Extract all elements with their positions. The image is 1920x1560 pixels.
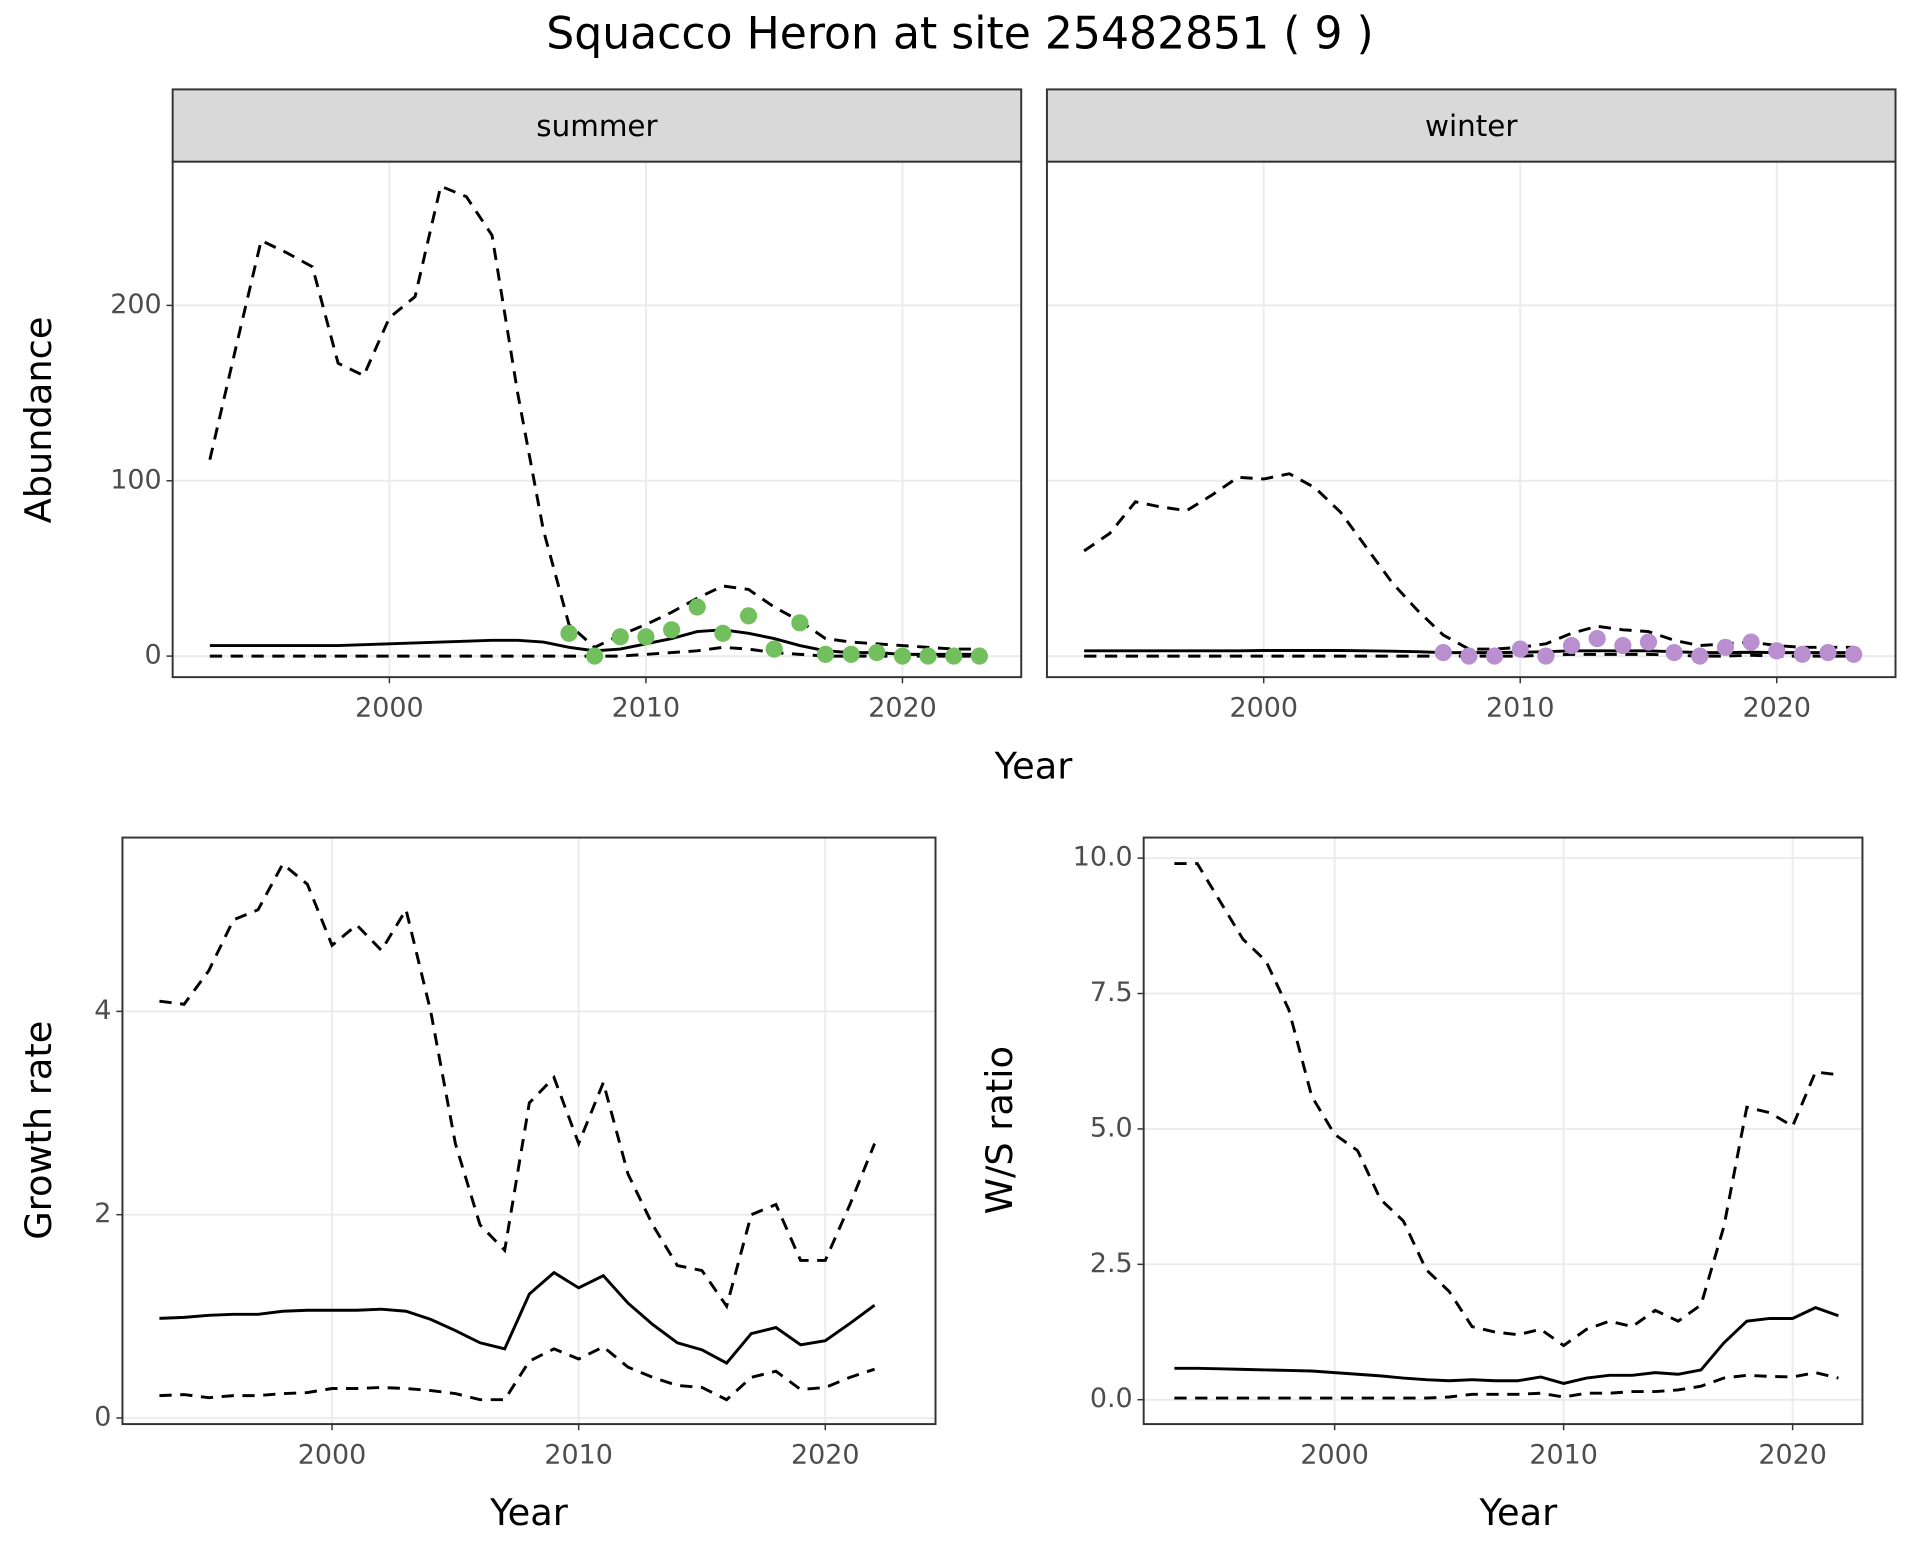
data-point xyxy=(560,624,578,642)
x-tick-label: 2010 xyxy=(1529,1439,1598,1470)
y-axis-label: W/S ratio xyxy=(978,1046,1021,1214)
x-tick-label: 2020 xyxy=(791,1439,860,1470)
facet-label: winter xyxy=(1425,109,1518,143)
facet-strip xyxy=(1045,88,1897,163)
y-axis-label: Growth rate xyxy=(17,1021,60,1240)
facet-strip xyxy=(171,88,1023,163)
series-line xyxy=(1083,472,1854,651)
data-point xyxy=(868,644,886,662)
data-point xyxy=(586,647,604,665)
series-line xyxy=(208,184,980,651)
data-point xyxy=(1511,640,1529,658)
data-point xyxy=(893,647,912,665)
data-point xyxy=(1562,637,1581,655)
x-tick-label: 2000 xyxy=(1229,692,1298,723)
y-tick-label: 0.0 xyxy=(1090,1383,1133,1414)
data-point xyxy=(1614,637,1632,655)
y-tick-label: 5.0 xyxy=(1090,1112,1133,1143)
x-axis-label: Year xyxy=(994,744,1074,787)
x-tick-label: 2020 xyxy=(1742,692,1811,723)
data-point xyxy=(611,628,629,646)
data-point xyxy=(1793,645,1811,663)
y-tick-label: 2.5 xyxy=(1090,1248,1133,1279)
data-point xyxy=(816,645,835,663)
data-point xyxy=(637,628,655,646)
facet-label: summer xyxy=(536,109,658,143)
data-point xyxy=(663,621,681,639)
data-point xyxy=(714,624,732,642)
series-line xyxy=(159,1270,876,1365)
x-tick-label: 2010 xyxy=(544,1439,613,1470)
data-point xyxy=(1845,645,1863,663)
x-axis-label: Year xyxy=(1478,1491,1558,1534)
y-tick-label: 2 xyxy=(94,1198,111,1229)
panel-border xyxy=(121,836,937,1426)
data-point xyxy=(1768,642,1786,660)
data-point xyxy=(1819,644,1837,662)
data-point xyxy=(919,647,937,665)
data-point xyxy=(1434,644,1452,662)
data-point xyxy=(945,647,963,665)
y-tick-label: 0 xyxy=(94,1401,111,1432)
panel-border xyxy=(171,160,1023,679)
x-tick-label: 2020 xyxy=(868,692,937,723)
panel-border xyxy=(1142,836,1864,1426)
data-point xyxy=(1588,629,1606,648)
x-tick-label: 2000 xyxy=(355,692,424,723)
series-line xyxy=(159,1345,876,1402)
y-tick-label: 200 xyxy=(110,289,161,320)
data-point xyxy=(1639,633,1658,651)
data-point xyxy=(1537,647,1555,665)
y-tick-label: 4 xyxy=(94,995,111,1026)
series-line xyxy=(1174,862,1839,1348)
data-point xyxy=(739,607,758,625)
data-point xyxy=(1742,633,1760,651)
series-line xyxy=(1174,1306,1839,1385)
figure-title: Squacco Heron at site 25482851 ( 9 ) xyxy=(546,9,1373,60)
y-tick-label: 0 xyxy=(144,640,161,671)
panel-border xyxy=(1045,160,1897,679)
data-point xyxy=(765,640,783,658)
x-tick-label: 2000 xyxy=(298,1439,367,1470)
y-tick-label: 10.0 xyxy=(1073,842,1133,873)
x-tick-label: 2020 xyxy=(1758,1439,1827,1470)
data-point xyxy=(1691,647,1709,665)
data-point xyxy=(1665,644,1683,662)
y-tick-label: 7.5 xyxy=(1090,977,1133,1008)
data-point xyxy=(970,647,988,665)
data-point xyxy=(688,598,706,616)
x-tick-label: 2000 xyxy=(1300,1439,1369,1470)
data-point xyxy=(842,645,860,663)
data-point xyxy=(791,614,809,632)
series-line xyxy=(159,861,876,1310)
x-axis-label: Year xyxy=(489,1491,569,1534)
x-tick-label: 2010 xyxy=(612,692,681,723)
series-line xyxy=(1174,1371,1839,1400)
y-axis-label: Abundance xyxy=(17,317,60,524)
data-point xyxy=(1716,638,1735,656)
y-tick-label: 100 xyxy=(110,464,161,495)
data-point xyxy=(1485,647,1504,665)
x-tick-label: 2010 xyxy=(1486,692,1555,723)
data-point xyxy=(1460,647,1478,665)
